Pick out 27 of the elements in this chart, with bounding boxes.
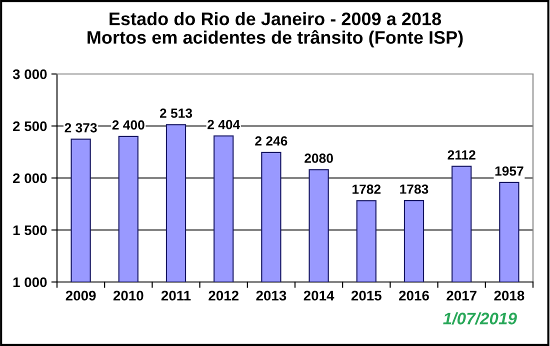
y-tick-label: 2 500 — [13, 121, 47, 132]
x-tick-label: 2012 — [208, 290, 238, 301]
text: 1/07/2019 — [443, 312, 517, 325]
chart-title: Estado do Rio de Janeiro - 2009 a 2018 Mortos em acidentes de trânsito (Fonte ISP) — [88, 12, 463, 48]
data-label: 2 246 — [255, 136, 288, 146]
y-tick-label: 1 000 — [13, 277, 47, 288]
x-tick-label: 2013 — [256, 290, 286, 301]
y-tick-label: 3 000 — [12, 69, 47, 80]
data-label: 2 400 — [112, 120, 144, 130]
data-label: 2080 — [304, 154, 333, 163]
x-tick-label: 2014 — [304, 290, 334, 301]
x-tick-label: 2009 — [66, 290, 96, 301]
x-tick-label: 2015 — [351, 290, 382, 301]
data-label: 2 373 — [64, 123, 97, 132]
data-label: 2112 — [448, 150, 476, 160]
y-tick-label: 1 500 — [13, 225, 47, 236]
x-tick-label: 2016 — [399, 290, 429, 301]
x-tick-label: 2010 — [113, 290, 144, 301]
data-label: 1782 — [352, 184, 381, 194]
x-tick-label: 2011 — [161, 290, 191, 301]
data-label: 2 404 — [208, 120, 240, 130]
x-tick-label: 2018 — [494, 290, 524, 301]
data-label: 1957 — [495, 166, 524, 176]
data-label: 1783 — [400, 184, 428, 194]
x-tick-label: 2017 — [446, 290, 476, 301]
y-tick-label: 2 000 — [13, 173, 47, 184]
data-label: 2 513 — [160, 108, 192, 118]
